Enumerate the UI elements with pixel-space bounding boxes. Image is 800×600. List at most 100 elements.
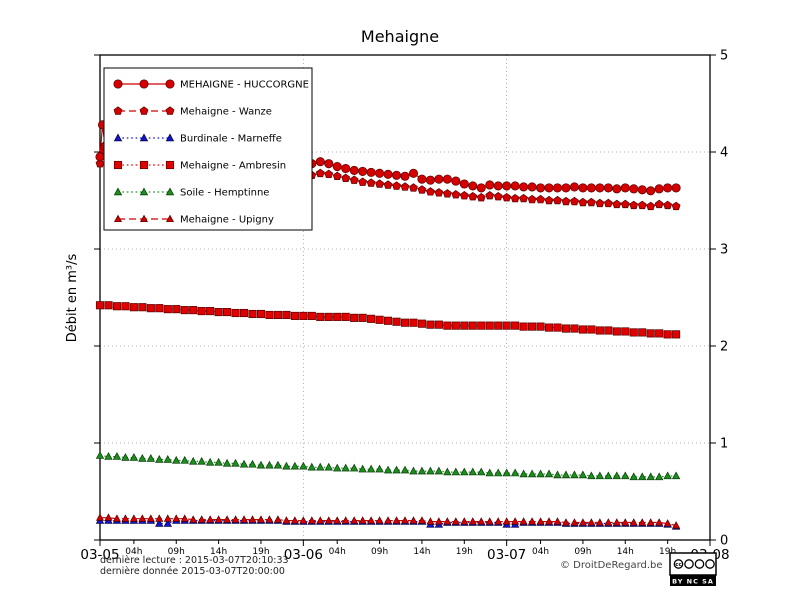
cc-sa-icon	[705, 559, 715, 569]
marker-triangle	[214, 515, 223, 523]
marker-circle	[637, 185, 647, 195]
marker-triangle	[545, 517, 554, 525]
x-minor-tick-label: 04h	[125, 547, 142, 557]
marker-triangle	[189, 515, 198, 523]
marker-square	[434, 320, 443, 329]
marker-pentagon	[620, 199, 630, 209]
marker-pentagon	[426, 187, 435, 196]
marker-triangle	[366, 464, 376, 473]
marker-square	[663, 330, 672, 339]
marker-pentagon	[358, 177, 368, 186]
x-minor-tick-label: 14h	[617, 547, 634, 557]
legend-item-upigny: Mehaigne - Upigny	[113, 214, 274, 226]
marker-square	[460, 321, 469, 330]
marker-triangle	[510, 468, 520, 477]
marker-triangle	[333, 516, 342, 524]
marker-square	[536, 322, 545, 331]
marker-triangle	[129, 453, 139, 461]
marker-square	[384, 316, 393, 325]
marker-circle	[519, 182, 529, 192]
cc-icon-label: cc	[675, 562, 682, 568]
marker-pentagon	[595, 198, 605, 208]
marker-square	[189, 306, 198, 315]
marker-circle	[451, 176, 461, 186]
marker-square	[231, 308, 240, 318]
x-minor-tick-label: 04h	[532, 547, 549, 557]
marker-triangle	[485, 517, 494, 525]
copyright-text: © DroitDeRegard.be	[560, 560, 663, 571]
marker-circle	[654, 184, 664, 194]
marker-triangle	[256, 515, 265, 523]
marker-circle	[459, 179, 469, 189]
marker-pentagon	[451, 190, 461, 199]
marker-triangle	[460, 467, 469, 476]
marker-pentagon	[570, 196, 579, 206]
marker-pentagon	[468, 191, 478, 201]
marker-circle	[315, 157, 325, 167]
marker-triangle	[417, 516, 426, 524]
marker-square	[621, 327, 630, 336]
marker-triangle	[409, 466, 418, 475]
marker-pentagon	[332, 171, 342, 180]
marker-triangle	[646, 472, 655, 481]
marker-square	[223, 308, 232, 317]
marker-triangle	[477, 467, 486, 476]
chart-title: Mehaigne	[361, 27, 439, 46]
marker-pentagon	[485, 191, 495, 200]
marker-triangle	[299, 516, 308, 524]
marker-triangle	[655, 518, 664, 526]
marker-square	[265, 310, 274, 320]
marker-triangle	[595, 518, 604, 526]
marker-triangle	[358, 516, 367, 524]
marker-square	[451, 321, 460, 330]
marker-circle	[408, 168, 419, 178]
legend: MEHAIGNE - HUCCORGNE Mehaigne - Wanze Burd…	[103, 67, 313, 231]
marker-triangle	[155, 518, 164, 527]
last-data-text: dernière donnée 2015-03-07T20:00:00	[100, 566, 285, 577]
marker-square	[426, 320, 435, 329]
marker-pentagon	[502, 192, 512, 202]
marker-triangle	[324, 516, 333, 524]
series-line-hemptinne	[99, 455, 677, 478]
marker-triangle	[316, 462, 325, 471]
marker-circle	[358, 166, 368, 176]
marker-circle	[527, 182, 537, 192]
marker-triangle	[231, 458, 240, 467]
legend-item-huccorgne: MEHAIGNE - HUCCORGNE	[113, 79, 309, 91]
x-major-tick-label: 03-06	[284, 547, 323, 563]
marker-triangle	[231, 515, 240, 523]
legend-label: Mehaigne - Ambresin	[180, 161, 286, 172]
plot-frame	[99, 54, 711, 541]
marker-triangle	[604, 518, 613, 526]
marker-square	[587, 325, 596, 334]
marker-triangle	[358, 464, 367, 473]
marker-square	[629, 328, 638, 337]
marker-circle	[502, 181, 512, 191]
marker-triangle	[341, 516, 350, 524]
marker-triangle	[273, 515, 282, 523]
marker-pentagon	[544, 195, 554, 205]
marker-triangle	[392, 465, 401, 474]
marker-circle	[586, 183, 596, 193]
marker-square	[392, 317, 401, 326]
marker-triangle	[165, 133, 175, 142]
y-tick-label: 5	[720, 49, 728, 64]
marker-square	[239, 308, 249, 318]
marker-square	[553, 323, 562, 332]
marker-triangle	[188, 456, 198, 465]
marker-square	[146, 304, 155, 313]
marker-triangle	[307, 462, 317, 471]
marker-triangle	[113, 214, 123, 223]
marker-triangle	[451, 467, 461, 476]
marker-square	[138, 303, 147, 312]
marker-triangle	[485, 468, 494, 477]
marker-triangle	[468, 517, 477, 525]
marker-triangle	[604, 471, 613, 480]
marker-triangle	[578, 470, 588, 479]
marker-square	[214, 308, 223, 317]
marker-triangle	[165, 214, 175, 223]
marker-triangle	[595, 471, 605, 480]
x-major-tick-label: 03-05	[80, 547, 119, 563]
marker-triangle	[146, 514, 155, 522]
